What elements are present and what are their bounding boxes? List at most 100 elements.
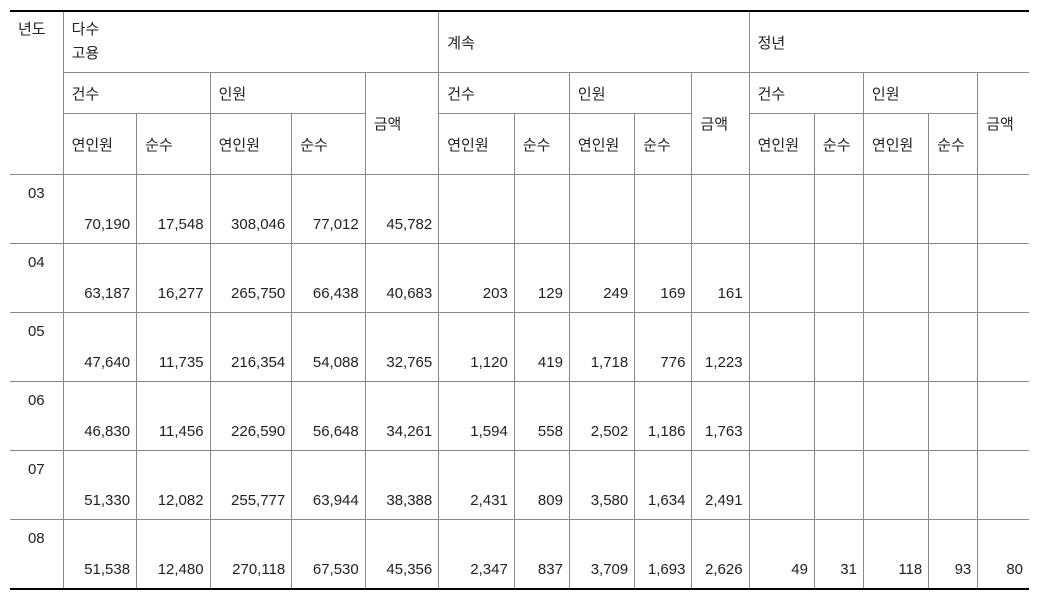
data-cell bbox=[814, 382, 863, 451]
header-g2-cases-yeon: 연인원 bbox=[439, 114, 515, 175]
header-g1-amount: 금액 bbox=[365, 73, 439, 175]
data-cell bbox=[692, 175, 749, 244]
data-cell: 12,082 bbox=[137, 451, 211, 520]
data-cell: 1,186 bbox=[635, 382, 692, 451]
data-cell bbox=[814, 244, 863, 313]
data-cell: 270,118 bbox=[210, 520, 292, 590]
data-cell: 255,777 bbox=[210, 451, 292, 520]
data-cell bbox=[978, 382, 1029, 451]
header-g3-persons-yeon: 연인원 bbox=[863, 114, 928, 175]
data-cell: 809 bbox=[514, 451, 569, 520]
data-cell bbox=[978, 313, 1029, 382]
data-cell: 45,356 bbox=[365, 520, 439, 590]
data-cell bbox=[569, 175, 634, 244]
data-cell bbox=[863, 451, 928, 520]
data-cell: 161 bbox=[692, 244, 749, 313]
header-g1-cases-sun: 순수 bbox=[137, 114, 211, 175]
data-cell: 2,626 bbox=[692, 520, 749, 590]
data-cell bbox=[863, 175, 928, 244]
data-cell: 31 bbox=[814, 520, 863, 590]
table-row: 0751,33012,082255,77763,94438,3882,43180… bbox=[10, 451, 1029, 520]
table-row: 0646,83011,456226,59056,64834,2611,59455… bbox=[10, 382, 1029, 451]
data-cell: 1,693 bbox=[635, 520, 692, 590]
data-cell bbox=[749, 175, 814, 244]
data-cell: 118 bbox=[863, 520, 928, 590]
data-cell: 2,431 bbox=[439, 451, 515, 520]
data-cell: 70,190 bbox=[63, 175, 137, 244]
data-cell: 46,830 bbox=[63, 382, 137, 451]
year-cell: 05 bbox=[10, 313, 63, 382]
data-cell bbox=[814, 451, 863, 520]
data-cell bbox=[863, 313, 928, 382]
data-cell: 129 bbox=[514, 244, 569, 313]
header-g2-persons: 인원 bbox=[569, 73, 692, 114]
data-cell bbox=[514, 175, 569, 244]
data-cell: 80 bbox=[978, 520, 1029, 590]
data-cell: 67,530 bbox=[292, 520, 366, 590]
data-cell: 63,944 bbox=[292, 451, 366, 520]
data-cell bbox=[814, 313, 863, 382]
data-cell: 1,634 bbox=[635, 451, 692, 520]
header-group-dasu: 다수 고용 bbox=[63, 11, 439, 73]
header-g1-cases: 건수 bbox=[63, 73, 210, 114]
data-cell: 11,735 bbox=[137, 313, 211, 382]
data-cell bbox=[929, 451, 978, 520]
data-cell bbox=[749, 382, 814, 451]
data-cell bbox=[929, 382, 978, 451]
data-cell: 1,223 bbox=[692, 313, 749, 382]
data-cell: 2,502 bbox=[569, 382, 634, 451]
data-cell bbox=[863, 244, 928, 313]
data-cell: 3,709 bbox=[569, 520, 634, 590]
data-cell: 1,594 bbox=[439, 382, 515, 451]
data-cell: 51,538 bbox=[63, 520, 137, 590]
data-cell: 1,120 bbox=[439, 313, 515, 382]
data-cell: 169 bbox=[635, 244, 692, 313]
header-g2-persons-sun: 순수 bbox=[635, 114, 692, 175]
data-cell: 216,354 bbox=[210, 313, 292, 382]
data-cell: 45,782 bbox=[365, 175, 439, 244]
year-cell: 08 bbox=[10, 520, 63, 590]
table-row: 0547,64011,735216,35454,08832,7651,12041… bbox=[10, 313, 1029, 382]
header-g3-persons-sun: 순수 bbox=[929, 114, 978, 175]
data-cell bbox=[814, 175, 863, 244]
header-year: 년도 bbox=[10, 11, 63, 175]
data-cell: 1,763 bbox=[692, 382, 749, 451]
data-cell bbox=[929, 313, 978, 382]
data-cell bbox=[929, 175, 978, 244]
data-cell: 3,580 bbox=[569, 451, 634, 520]
header-g3-persons: 인원 bbox=[863, 73, 977, 114]
data-cell bbox=[978, 451, 1029, 520]
header-g2-cases-sun: 순수 bbox=[514, 114, 569, 175]
data-cell: 77,012 bbox=[292, 175, 366, 244]
data-table: 년도 다수 고용 계속 정년 건수 인원 금액 건수 인원 금액 건수 인원 금… bbox=[10, 10, 1029, 590]
header-g2-persons-yeon: 연인원 bbox=[569, 114, 634, 175]
data-cell: 16,277 bbox=[137, 244, 211, 313]
data-cell: 12,480 bbox=[137, 520, 211, 590]
year-cell: 03 bbox=[10, 175, 63, 244]
header-g2-amount: 금액 bbox=[692, 73, 749, 175]
data-cell bbox=[863, 382, 928, 451]
data-cell bbox=[749, 244, 814, 313]
data-cell: 837 bbox=[514, 520, 569, 590]
header-g3-cases-sun: 순수 bbox=[814, 114, 863, 175]
header-group-jeongnyeon: 정년 bbox=[749, 11, 1029, 73]
data-cell: 2,347 bbox=[439, 520, 515, 590]
data-cell bbox=[635, 175, 692, 244]
data-cell: 558 bbox=[514, 382, 569, 451]
data-cell bbox=[749, 451, 814, 520]
year-cell: 06 bbox=[10, 382, 63, 451]
data-cell: 1,718 bbox=[569, 313, 634, 382]
data-cell: 49 bbox=[749, 520, 814, 590]
data-cell: 47,640 bbox=[63, 313, 137, 382]
data-cell: 203 bbox=[439, 244, 515, 313]
data-cell: 776 bbox=[635, 313, 692, 382]
data-cell: 226,590 bbox=[210, 382, 292, 451]
data-cell: 56,648 bbox=[292, 382, 366, 451]
data-cell: 2,491 bbox=[692, 451, 749, 520]
header-g3-cases-yeon: 연인원 bbox=[749, 114, 814, 175]
header-group-dasu-line2: 고용 bbox=[72, 45, 100, 62]
header-g1-persons-yeon: 연인원 bbox=[210, 114, 292, 175]
table-row: 0463,18716,277265,75066,43840,6832031292… bbox=[10, 244, 1029, 313]
data-cell: 38,388 bbox=[365, 451, 439, 520]
data-cell: 308,046 bbox=[210, 175, 292, 244]
